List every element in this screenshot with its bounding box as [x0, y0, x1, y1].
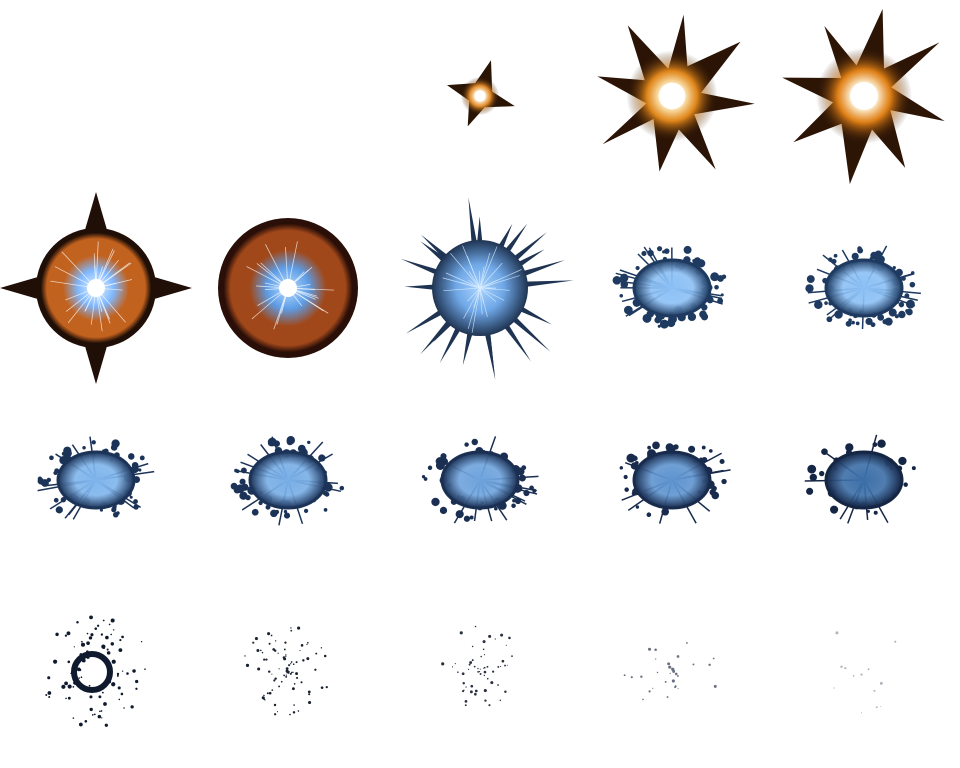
sprite-frame-3: [384, 0, 576, 192]
sprite-frame-2: [192, 0, 384, 192]
explosion-ring-debris-graphic: [45, 615, 146, 727]
splat-core: [250, 452, 326, 508]
explosion-debris-graphic: [623, 642, 717, 701]
splat-core: [826, 260, 902, 316]
splat-core: [826, 452, 902, 508]
explosion-splat-graphic: [612, 245, 727, 329]
explosion-spiky-graphic: [400, 197, 574, 381]
sprite-frame-5: [768, 0, 960, 192]
explosion-splat-graphic: [230, 436, 345, 526]
splat-core: [58, 452, 134, 508]
sprite-frame-9: [576, 192, 768, 384]
sprite-frame-1: [0, 0, 192, 192]
sprite-frame-10: [768, 192, 960, 384]
explosion-debris-graphic: [244, 626, 328, 716]
explosion-orb-graphic: [0, 192, 192, 384]
sprite-frame-17: [192, 576, 384, 768]
explosion-star-graphic: [447, 60, 515, 127]
explosion-debris-graphic: [833, 631, 897, 714]
explosion-star-graphic: [597, 14, 755, 172]
splat-core: [442, 452, 518, 508]
sprite-frame-6: [0, 192, 192, 384]
explosion-splat-graphic: [37, 436, 155, 520]
explosion-splat-graphic: [805, 245, 921, 329]
sprite-frame-7: [192, 192, 384, 384]
sprite-frame-20: [768, 576, 960, 768]
sprite-frame-13: [384, 384, 576, 576]
explosion-orb-graphic: [218, 218, 358, 358]
sprite-frame-19: [576, 576, 768, 768]
splat-core: [634, 260, 710, 316]
explosion-splat-graphic: [619, 441, 731, 524]
sprite-frame-12: [192, 384, 384, 576]
sprite-frame-8: [384, 192, 576, 384]
sprite-frame-14: [576, 384, 768, 576]
sprite-frame-4: [576, 0, 768, 192]
shock-ring: [71, 651, 113, 693]
sprite-frame-15: [768, 384, 960, 576]
sprite-frame-11: [0, 384, 192, 576]
explosion-star-graphic: [782, 9, 945, 185]
explosion-splat-graphic: [804, 434, 916, 524]
sprite-frame-16: [0, 576, 192, 768]
explosion-debris-graphic: [441, 625, 513, 707]
explosion-splat-graphic: [421, 436, 539, 524]
splat-core: [634, 452, 710, 508]
sprite-frame-18: [384, 576, 576, 768]
